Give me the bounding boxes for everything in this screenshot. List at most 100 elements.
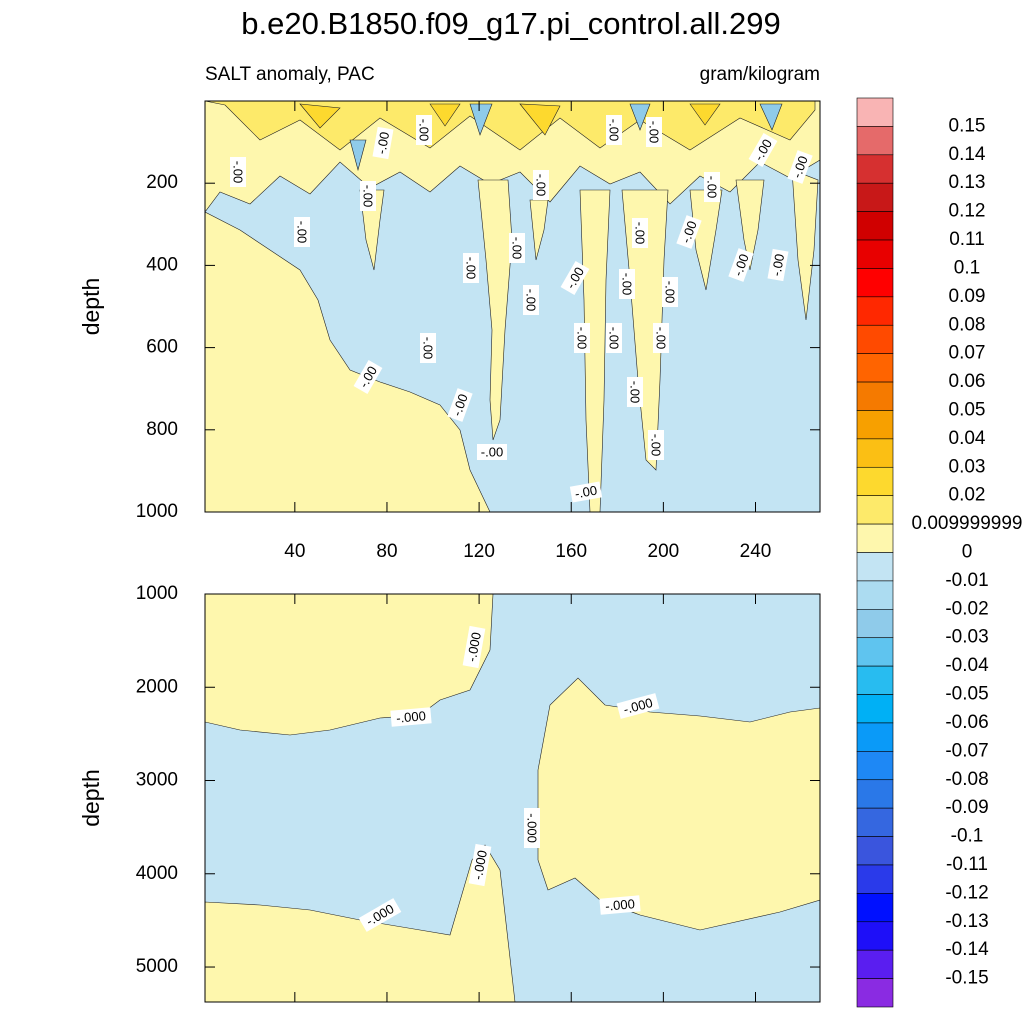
colorbar-box [856, 893, 894, 923]
colorbar-box [856, 182, 894, 212]
colorbar-label: 0.1 [954, 257, 980, 278]
contour-label: -.00 [447, 388, 473, 422]
contour-label-bg [447, 388, 473, 422]
contour-label: -.00 [230, 157, 246, 187]
colorbar-box [856, 779, 894, 809]
contour-label-text: -.00 [510, 237, 525, 259]
contour-label-bg [560, 261, 590, 295]
contour-label-bg [606, 323, 622, 353]
y-tick-label: 2000 [136, 676, 178, 697]
chart-title: b.e20.B1850.f09_g17.pi_control.all.299 [241, 6, 781, 41]
subtitle-right: gram/kilogram [700, 64, 820, 85]
colorbar-label: -0.12 [945, 882, 988, 903]
contour-label-bg [463, 253, 479, 283]
contour-label-bg [662, 277, 678, 307]
colorbar-box [856, 296, 894, 326]
contour-label-bg [360, 181, 376, 211]
contour-label-text: -.00 [769, 253, 788, 278]
colorbar-label: -0.1 [951, 826, 984, 847]
colorbar-label: -0.07 [945, 740, 988, 761]
contour-label-text: -.00 [730, 252, 752, 278]
colorbar-label: 0.12 [949, 201, 986, 222]
contour-label-bg [676, 215, 702, 249]
contour-label-bg [353, 360, 383, 394]
colorbar-box [856, 722, 894, 752]
x-tick-label: 160 [555, 541, 587, 562]
contour-label-bg [420, 333, 436, 363]
colorbar-label: -0.05 [945, 684, 988, 705]
contour-label-text: -.000 [396, 708, 427, 726]
y-tick-label: 1000 [136, 583, 178, 604]
x-tick-label: 40 [284, 541, 305, 562]
colorbar-box [856, 580, 894, 610]
y-tick-label: 600 [146, 337, 178, 358]
colorbar-box [856, 466, 894, 496]
x-tick-label: 80 [376, 541, 397, 562]
contour-label-text: -.00 [374, 131, 393, 156]
contour-label: -.00 [416, 115, 432, 145]
colorbar-box [856, 239, 894, 269]
contour-label: -.00 [648, 430, 664, 460]
contour-label-bg [533, 170, 549, 200]
colorbar-label: -0.15 [945, 968, 988, 989]
contour-label-bg [767, 248, 789, 282]
contour-label-text: -.00 [524, 289, 539, 311]
colorbar-box [856, 978, 894, 1008]
colorbar-label: 0.11 [949, 229, 985, 250]
colorbar-label: 0 [962, 542, 973, 563]
colorbar-box [856, 523, 894, 553]
colorbar-box [856, 921, 894, 951]
colorbar-box [856, 495, 894, 525]
contour-label: -.00 [728, 248, 754, 282]
contour-label: -.000 [616, 693, 660, 719]
contour-label-text: -.000 [605, 896, 636, 914]
contour-label-text: -.00 [534, 174, 549, 196]
y-axis-label: depth [78, 769, 104, 827]
contour-label: -.00 [704, 172, 720, 202]
bottom-plot-frame [204, 593, 821, 1003]
contour-label: -.00 [653, 323, 669, 353]
contour-label-text: -.00 [647, 121, 662, 143]
contour-label: -.00 [360, 181, 376, 211]
contour-label: -.00 [463, 253, 479, 283]
colorbar-box [856, 381, 894, 411]
colorbar-label: 0.05 [949, 399, 986, 420]
contour-label: -.00 [574, 323, 590, 353]
contour-label-bg [477, 444, 507, 460]
y-axis-label: depth [78, 278, 104, 336]
contour-label: -.000 [390, 707, 432, 727]
colorbar-box [856, 126, 894, 156]
colorbar-label: 0.13 [949, 172, 986, 193]
contour-label-bg [569, 481, 603, 503]
contour-label: -.00 [420, 333, 436, 363]
contour-label-text: -.000 [622, 695, 655, 717]
contour-label-text: -.00 [620, 273, 635, 295]
colorbar-label: 0.03 [949, 456, 986, 477]
x-tick-label: 240 [740, 541, 772, 562]
colorbar-box [856, 609, 894, 639]
colorbar-box [856, 97, 894, 127]
contour-label: -.00 [676, 215, 702, 249]
colorbar-box [856, 637, 894, 667]
contour-label-bg [574, 323, 590, 353]
contour-labels: -.00 -.00 -.00 -.00 -.00 -.00 -.00 -.00 -.00 -.00… [230, 115, 813, 932]
contour-label-bg [524, 808, 540, 848]
contour-label-bg [653, 323, 669, 353]
contour-label: -.00 [477, 444, 507, 460]
contour-label-bg [728, 248, 754, 282]
contour-label-bg [230, 157, 246, 187]
contour-label: -.00 [632, 218, 648, 248]
contour-label: -.00 [646, 117, 662, 147]
colorbar-label: 0.08 [949, 314, 986, 335]
contour-label-bg [648, 430, 664, 460]
subtitle-left: SALT anomaly, PAC [205, 64, 375, 85]
colorbar-box [856, 268, 894, 298]
y-tick-label: 200 [146, 172, 178, 193]
colorbar-label: -0.02 [945, 598, 988, 619]
contour-label-text: -.000 [470, 849, 490, 881]
y-tick-label: 4000 [136, 863, 178, 884]
y-tick-label: 5000 [136, 956, 178, 977]
colorbar-box [856, 438, 894, 468]
contour-label-text: -.00 [654, 327, 669, 349]
contour-label: -.000 [524, 808, 540, 848]
